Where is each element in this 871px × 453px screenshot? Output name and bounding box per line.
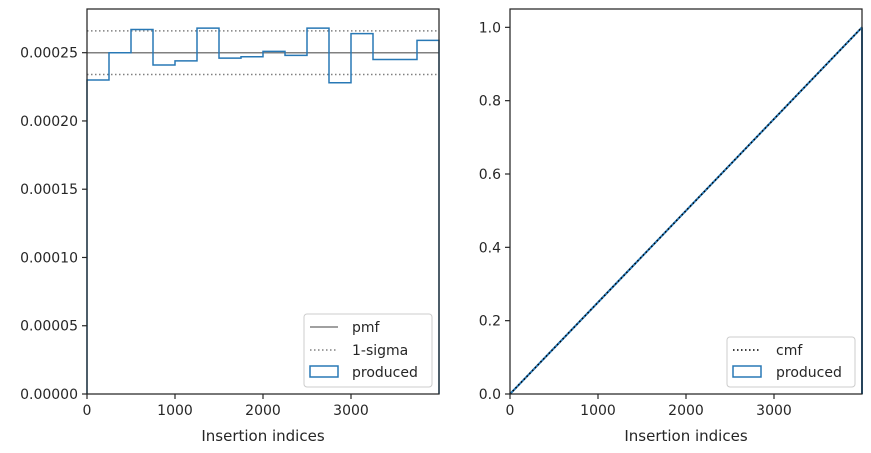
cmf-line: [509, 26, 863, 395]
histogram-bin: [153, 65, 175, 394]
y-tick-label: 0.6: [479, 167, 501, 183]
x-tick-label: 2000: [668, 403, 704, 419]
histogram-bin: [87, 80, 109, 394]
x-tick-label: 3000: [333, 403, 369, 419]
pmf-histogram-panel: 0 1000 2000 3000 0.000000.000050.000100.000…: [20, 8, 440, 445]
cmf-panel: 0 1000 2000 3000 0.0 0.2 0.4 0.6 0.8 1.0 Inserti…: [479, 8, 863, 445]
x-tick-label: 3000: [756, 403, 792, 419]
y-axis-ticks: 0.00000 0.00005 0.00010 0.00015 0.00020 0.000…: [20, 46, 87, 403]
y-axis-ticks: 0.0 0.2 0.4 0.6 0.8 1.0: [479, 20, 510, 403]
y-tick-label: 0.00000: [20, 387, 78, 403]
legend: pmf 1-sigma produced: [303, 313, 433, 388]
legend-pmf-label: pmf: [352, 320, 381, 336]
y-tick-label: 0.00015: [20, 182, 78, 198]
x-axis-label: Insertion indices: [201, 427, 324, 445]
legend-box: [726, 336, 856, 388]
histogram-bin: [263, 51, 285, 394]
legend-produced-label: produced: [352, 365, 418, 381]
y-tick-label: 0.00025: [20, 46, 78, 62]
y-tick-label: 0.00005: [20, 319, 78, 335]
legend-produced-swatch: [732, 365, 762, 378]
legend-box: [303, 313, 433, 388]
legend: cmf produced: [726, 336, 856, 388]
histogram-bin: [241, 57, 263, 394]
legend-sigma-label: 1-sigma: [352, 343, 408, 359]
histogram-bin: [109, 53, 131, 394]
x-tick-label: 0: [83, 403, 92, 419]
histogram-bin: [175, 61, 197, 394]
y-tick-label: 0.00020: [20, 114, 78, 130]
x-tick-label: 2000: [245, 403, 281, 419]
x-tick-label: 1000: [157, 403, 193, 419]
y-tick-label: 0.8: [479, 94, 501, 110]
histogram-bin: [219, 58, 241, 394]
histogram-bin: [131, 29, 153, 394]
produced-histogram-step: [86, 27, 440, 394]
x-tick-label: 0: [506, 403, 515, 419]
legend-produced-swatch: [309, 365, 339, 378]
x-axis-label: Insertion indices: [624, 427, 747, 445]
x-axis-ticks: 0 1000 2000 3000: [506, 394, 792, 419]
y-tick-label: 0.00010: [20, 250, 78, 266]
x-axis-ticks: 0 1000 2000 3000: [83, 394, 369, 419]
x-tick-label: 1000: [580, 403, 616, 419]
histogram-bin: [197, 28, 219, 394]
legend-cmf-label: cmf: [776, 343, 803, 359]
plot-marks: [86, 27, 440, 394]
plot-background: [510, 9, 862, 394]
legend-produced-label: produced: [776, 365, 842, 381]
y-tick-label: 0.4: [479, 240, 501, 256]
y-tick-label: 0.2: [479, 314, 501, 330]
y-tick-label: 0.0: [479, 387, 501, 403]
y-tick-label: 1.0: [479, 20, 501, 36]
